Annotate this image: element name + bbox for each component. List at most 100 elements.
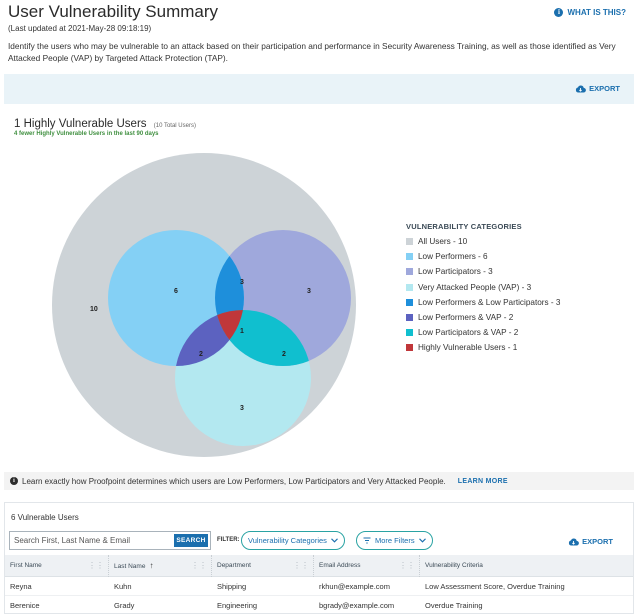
column-grip-icon[interactable]: ⋮⋮: [399, 560, 415, 570]
column-last-name[interactable]: Last Name ↑ ⋮⋮: [109, 554, 212, 577]
column-label: Last Name: [114, 562, 146, 570]
column-email[interactable]: Email Address ⋮⋮: [314, 554, 420, 577]
column-label: Department: [217, 561, 251, 569]
chevron-down-icon: [331, 538, 338, 543]
column-grip-icon[interactable]: ⋮⋮: [293, 560, 309, 570]
export-bar: EXPORT: [4, 74, 634, 104]
vulnerability-categories-label: Vulnerability Categories: [248, 536, 327, 545]
legend-item[interactable]: Low Participators - 3: [406, 264, 560, 279]
cell-vulnerability-criteria: Overdue Training: [425, 600, 483, 610]
legend-swatch: [406, 253, 413, 261]
users-panel: 6 Vulnerable Users SEARCH FILTER: Vulner…: [4, 502, 634, 614]
table-row[interactable]: Berenice Grady Engineering bgrady@exampl…: [5, 596, 633, 614]
legend-label: Low Performers & Low Participators - 3: [418, 297, 561, 307]
vulnerability-panel: 1 Highly Vulnerable Users (10 Total User…: [4, 104, 634, 472]
column-first-name[interactable]: First Name ⋮⋮: [5, 554, 109, 577]
legend-label: Very Attacked People (VAP) - 3: [418, 282, 532, 292]
legend-label: Low Participators - 3: [418, 267, 493, 277]
learn-more-link[interactable]: LEARN MORE: [457, 477, 508, 485]
highly-vulnerable-count-label: 1: [240, 328, 244, 335]
table-row[interactable]: Reyna Kuhn Shipping rkhun@example.com Lo…: [5, 577, 633, 596]
what-is-this-link[interactable]: i WHAT IS THIS?: [554, 8, 626, 17]
what-is-this-label: WHAT IS THIS?: [567, 8, 626, 17]
users-table: First Name ⋮⋮ Last Name ↑ ⋮⋮ Department ⋮⋮ E…: [5, 554, 633, 614]
search-input[interactable]: [10, 532, 170, 549]
legend-items: All Users - 10 Low Performers - 6 Low Part…: [406, 234, 560, 356]
legend-swatch: [406, 283, 413, 291]
legend-swatch: [406, 344, 413, 352]
filter-label: FILTER:: [217, 537, 240, 543]
info-icon: i: [554, 8, 564, 17]
legend-swatch: [406, 298, 413, 306]
chevron-down-icon: [418, 538, 426, 543]
column-department[interactable]: Department ⋮⋮: [212, 554, 314, 577]
highly-vulnerable-count: 1 Highly Vulnerable Users: [14, 118, 147, 130]
low-performers-vap-region[interactable]: [175, 310, 311, 446]
page-title: User Vulnerability Summary: [8, 2, 219, 21]
more-filters-label: More Filters: [375, 536, 415, 545]
all-users-count: 10: [90, 306, 98, 313]
highly-vulnerable-title: 1 Highly Vulnerable Users (10 Total User…: [14, 118, 196, 130]
low-participators-vap-count: 2: [282, 351, 286, 358]
column-label: First Name: [10, 561, 42, 569]
legend-item[interactable]: Low Performers - 6: [406, 249, 560, 264]
legend-title: VULNERABILITY CATEGORIES: [406, 222, 522, 231]
legend-swatch: [406, 329, 413, 337]
export-label: EXPORT: [589, 84, 620, 93]
column-grip-icon[interactable]: ⋮⋮: [88, 560, 104, 570]
more-filters-button[interactable]: More Filters: [356, 531, 433, 550]
legend-swatch: [406, 238, 413, 246]
legend-item[interactable]: Low Participators & VAP - 2: [406, 325, 560, 340]
legend-label: All Users - 10: [418, 237, 468, 247]
users-export-label: EXPORT: [582, 537, 613, 546]
legend-item[interactable]: Low Performers & Low Participators - 3: [406, 295, 560, 310]
cell-vulnerability-criteria: Low Assessment Score, Overdue Training: [425, 581, 565, 591]
low-participators-vap-region[interactable]: [175, 310, 311, 446]
venn-diagram: 10 6 3 3 3 2 2 1: [52, 153, 356, 457]
total-users: (10 Total Users): [153, 123, 196, 129]
cell-department: Engineering: [217, 600, 258, 610]
legend-item[interactable]: Very Attacked People (VAP) - 3: [406, 280, 560, 295]
search-button[interactable]: SEARCH: [174, 534, 208, 547]
last-updated: (Last updated at 2021-May-28 09:18:19): [8, 24, 152, 33]
legend-label: Low Performers & VAP - 2: [418, 313, 514, 323]
page-description: Identify the users who may be vulnerable…: [8, 41, 616, 63]
search-box: SEARCH: [9, 531, 211, 550]
column-label: Vulnerability Criteria: [425, 561, 483, 569]
table-header: First Name ⋮⋮ Last Name ↑ ⋮⋮ Department ⋮⋮ E…: [5, 554, 633, 577]
vulnerable-users-count: 6 Vulnerable Users: [11, 513, 79, 522]
cell-first-name: Berenice: [10, 600, 40, 610]
cell-last-name: Grady: [114, 600, 135, 610]
low-performers-low-participators-count: 3: [240, 279, 244, 286]
export-button[interactable]: EXPORT: [575, 84, 620, 93]
column-grip-icon[interactable]: ⋮⋮: [191, 560, 207, 570]
cell-first-name: Reyna: [10, 581, 32, 591]
filter-icon: [363, 537, 371, 544]
cell-email: bgrady@example.com: [319, 600, 395, 610]
low-participators-count: 3: [307, 288, 311, 295]
legend-item[interactable]: All Users - 10: [406, 234, 560, 249]
column-label: Email Address: [319, 561, 361, 569]
low-performers-count: 6: [174, 288, 178, 295]
low-performers-vap-count: 2: [199, 351, 203, 358]
legend-label: Low Performers - 6: [418, 252, 488, 262]
info-icon: i: [10, 477, 18, 485]
cell-last-name: Kuhn: [114, 581, 132, 591]
legend: VULNERABILITY CATEGORIES All Users - 10 L…: [406, 222, 560, 356]
cloud-download-icon: [569, 538, 580, 546]
legend-swatch: [406, 314, 413, 322]
legend-item[interactable]: Low Performers & VAP - 2: [406, 310, 560, 325]
trend-text: 4 fewer Highly Vulnerable Users in the l…: [14, 131, 159, 137]
vap-count: 3: [240, 405, 244, 412]
column-vulnerability-criteria[interactable]: Vulnerability Criteria: [420, 555, 633, 577]
learn-text: Learn exactly how Proofpoint determines …: [22, 476, 446, 486]
vulnerability-categories-filter[interactable]: Vulnerability Categories: [241, 531, 345, 550]
legend-swatch: [406, 268, 413, 276]
cell-department: Shipping: [217, 581, 247, 591]
learn-bar: i Learn exactly how Proofpoint determine…: [4, 472, 634, 490]
legend-label: Low Participators & VAP - 2: [418, 328, 519, 338]
legend-item[interactable]: Highly Vulnerable Users - 1: [406, 340, 560, 355]
legend-label: Highly Vulnerable Users - 1: [418, 343, 518, 353]
sort-ascending-icon: ↑: [149, 560, 154, 570]
users-export-button[interactable]: EXPORT: [568, 537, 613, 546]
